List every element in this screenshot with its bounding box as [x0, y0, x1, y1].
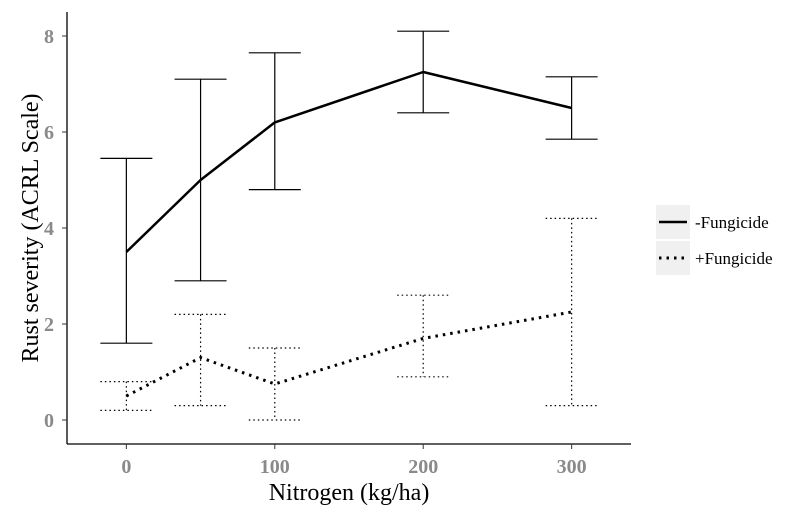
legend-item: +Fungicide: [656, 241, 773, 275]
y-tick-label: 2: [44, 314, 54, 336]
series-minus-fungicide: [100, 30, 598, 344]
x-axis-ticks: 0 100 200 300: [121, 444, 587, 478]
y-tick-label: 6: [44, 122, 54, 144]
y-axis-title: Rust severity (ACRL Scale): [18, 93, 44, 362]
error-bar: [545, 217, 598, 407]
x-tick-label: 100: [260, 456, 290, 478]
series-line: [125, 310, 572, 398]
legend: -Fungicide +Fungicide: [656, 205, 773, 275]
series-plus-fungicide: [100, 217, 598, 421]
error-bar: [174, 313, 227, 407]
series-layer: [100, 30, 598, 421]
legend-item: -Fungicide: [656, 205, 769, 239]
y-tick-label: 8: [44, 26, 54, 48]
x-tick-label: 0: [121, 456, 131, 478]
legend-label: +Fungicide: [695, 249, 773, 268]
error-bar: [248, 347, 301, 421]
legend-key-background: [656, 241, 690, 275]
y-tick-label: 4: [44, 218, 54, 240]
error-bar: [397, 294, 450, 378]
legend-label: -Fungicide: [695, 213, 769, 232]
y-axis-ticks: 0 2 4 6 8: [44, 26, 67, 432]
x-axis-title: Nitrogen (kg/ha): [269, 480, 430, 506]
x-tick-label: 300: [557, 456, 587, 478]
y-tick-label: 0: [44, 410, 54, 432]
series-line: [125, 70, 572, 253]
x-tick-label: 200: [408, 456, 438, 478]
